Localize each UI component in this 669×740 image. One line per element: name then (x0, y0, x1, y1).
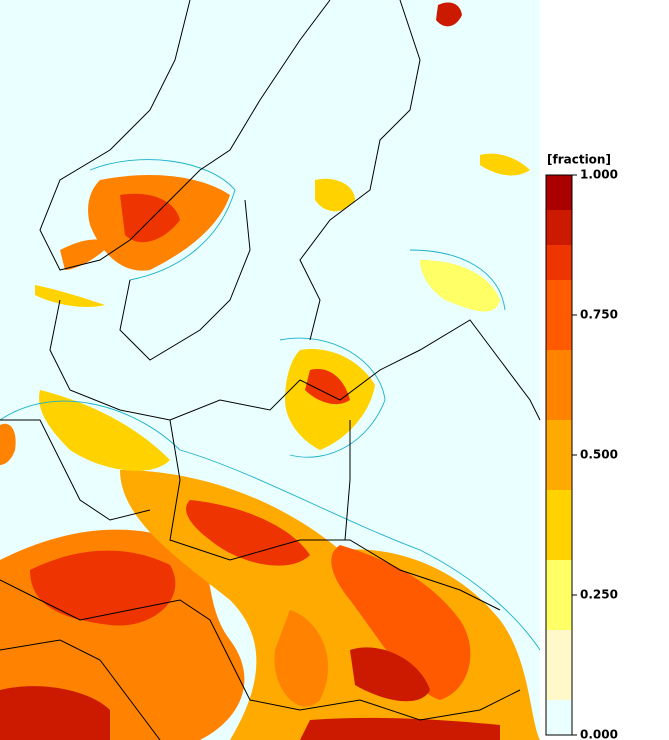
border-line (169, 419, 501, 611)
field-area (39, 390, 171, 471)
border-line (0, 419, 151, 521)
colorbar-bin (546, 175, 572, 210)
contour-line (279, 337, 386, 458)
colorbar-bin (546, 280, 572, 350)
colorbar-bin (546, 420, 572, 490)
field-area (30, 550, 176, 626)
field-area (60, 239, 110, 270)
field-area (480, 153, 530, 176)
colorbar-bin (546, 210, 572, 245)
colorbar-bin (546, 630, 572, 700)
tick-label: 0.000 (580, 728, 618, 740)
field-area (420, 260, 500, 312)
colorbar-title: [fraction] (547, 153, 611, 167)
field-area (0, 423, 16, 465)
border-line (344, 420, 351, 541)
borders (0, 0, 541, 740)
field-area (331, 545, 471, 700)
colorbar-bin (546, 490, 572, 560)
field-area (35, 285, 105, 307)
colorbar-bin (546, 700, 572, 735)
coastline (299, 0, 421, 341)
border-line (299, 319, 541, 421)
coastline (119, 199, 251, 361)
colorbar: 1.000 0.750 0.500 0.250 0.000 (545, 168, 618, 740)
field-area (436, 2, 462, 27)
coastline (49, 299, 301, 421)
colorbar-bin (546, 350, 572, 420)
field-area (305, 369, 350, 405)
border-line (0, 639, 161, 740)
tick-label: 0.750 (580, 308, 618, 322)
field-area (0, 686, 110, 740)
map (0, 0, 541, 740)
field-area (300, 717, 500, 740)
field-area (350, 647, 430, 702)
contour-line (0, 400, 541, 651)
border-line (0, 579, 521, 721)
colorbar-bin (546, 245, 572, 280)
colorbar-bin (546, 560, 572, 630)
field-area (315, 178, 355, 212)
field-area (120, 193, 180, 243)
coastline (39, 0, 331, 271)
field-area (186, 500, 310, 566)
tick-label: 1.000 (580, 168, 618, 182)
field-area (274, 610, 329, 707)
contours (0, 159, 541, 651)
contour-line (409, 249, 506, 311)
field (0, 2, 540, 740)
tick-label: 0.500 (580, 448, 618, 462)
tick-label: 0.250 (580, 588, 618, 602)
contour-line (89, 159, 236, 281)
